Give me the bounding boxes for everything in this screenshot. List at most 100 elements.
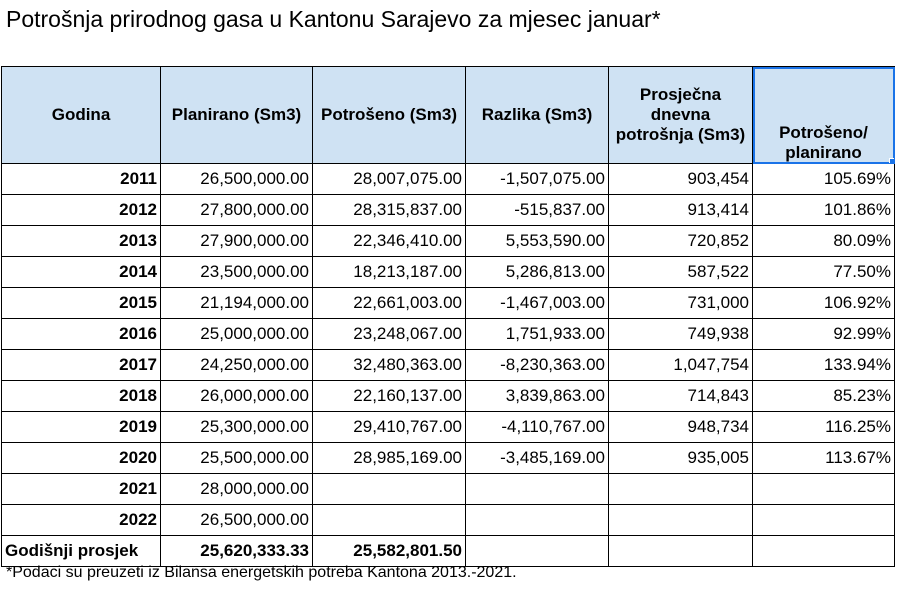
cell-ratio[interactable]: 80.09% (752, 225, 895, 257)
cell-consumed[interactable]: 22,160,137.00 (312, 380, 466, 412)
cell-difference[interactable]: 5,286,813.00 (465, 256, 609, 288)
table-body: 2011 26,500,000.00 28,007,075.00 -1,507,075… (1, 163, 895, 536)
cell-ratio[interactable]: 85.23% (752, 380, 895, 412)
cell-difference[interactable] (465, 473, 609, 505)
cell-consumed[interactable]: 28,007,075.00 (312, 163, 466, 195)
cell-consumed[interactable]: 22,661,003.00 (312, 287, 466, 319)
cell-planned[interactable]: 25,300,000.00 (160, 411, 313, 443)
cell-planned[interactable]: 28,000,000.00 (160, 473, 313, 505)
cell-consumed[interactable]: 28,315,837.00 (312, 194, 466, 226)
table-row: 2017 24,250,000.00 32,480,363.00 -8,230,363… (1, 349, 895, 381)
cell-daily-average[interactable]: 731,000 (608, 287, 753, 319)
table-row: 2019 25,300,000.00 29,410,767.00 -4,110,767… (1, 411, 895, 443)
cell-consumed[interactable] (312, 473, 466, 505)
cell-planned[interactable]: 26,500,000.00 (160, 163, 313, 195)
average-label[interactable]: Godišnji prosjek (1, 535, 161, 567)
cell-consumed[interactable]: 29,410,767.00 (312, 411, 466, 443)
cell-year[interactable]: 2015 (1, 287, 161, 319)
cell-difference[interactable] (465, 504, 609, 536)
footnote: *Podaci su preuzeti iz Bilansa energetsk… (6, 564, 517, 581)
average-ratio-cell[interactable] (752, 535, 895, 567)
header-difference[interactable]: Razlika (Sm3) (465, 66, 609, 164)
header-ratio[interactable]: Potrošeno/ planirano (752, 66, 895, 164)
average-difference-cell[interactable] (465, 535, 609, 567)
table-row: 2011 26,500,000.00 28,007,075.00 -1,507,075… (1, 163, 895, 195)
cell-daily-average[interactable]: 1,047,754 (608, 349, 753, 381)
average-daily-cell[interactable] (608, 535, 753, 567)
cell-planned[interactable]: 26,500,000.00 (160, 504, 313, 536)
cell-difference[interactable]: 5,553,590.00 (465, 225, 609, 257)
cell-daily-average[interactable]: 903,454 (608, 163, 753, 195)
cell-year[interactable]: 2014 (1, 256, 161, 288)
cell-ratio[interactable]: 105.69% (752, 163, 895, 195)
cell-ratio[interactable]: 92.99% (752, 318, 895, 350)
cell-year[interactable]: 2018 (1, 380, 161, 412)
cell-ratio[interactable]: 101.86% (752, 194, 895, 226)
cell-consumed[interactable]: 23,248,067.00 (312, 318, 466, 350)
header-planned[interactable]: Planirano (Sm3) (160, 66, 313, 164)
cell-planned[interactable]: 21,194,000.00 (160, 287, 313, 319)
cell-difference[interactable]: -515,837.00 (465, 194, 609, 226)
table-row: 2015 21,194,000.00 22,661,003.00 -1,467,003… (1, 287, 895, 319)
fill-handle[interactable] (889, 158, 894, 163)
average-consumed[interactable]: 25,582,801.50 (312, 535, 466, 567)
cell-ratio[interactable]: 77.50% (752, 256, 895, 288)
cell-consumed[interactable]: 22,346,410.00 (312, 225, 466, 257)
average-planned[interactable]: 25,620,333.33 (160, 535, 313, 567)
cell-year[interactable]: 2012 (1, 194, 161, 226)
cell-difference[interactable]: -3,485,169.00 (465, 442, 609, 474)
cell-ratio[interactable] (752, 504, 895, 536)
cell-daily-average[interactable]: 948,734 (608, 411, 753, 443)
header-daily-average[interactable]: Prosječna dnevna potrošnja (Sm3) (608, 66, 753, 164)
cell-daily-average[interactable] (608, 504, 753, 536)
cell-daily-average[interactable]: 913,414 (608, 194, 753, 226)
table-row: 2022 26,500,000.00 (1, 504, 895, 536)
cell-daily-average[interactable] (608, 473, 753, 505)
cell-planned[interactable]: 26,000,000.00 (160, 380, 313, 412)
cell-consumed[interactable]: 32,480,363.00 (312, 349, 466, 381)
cell-planned[interactable]: 25,000,000.00 (160, 318, 313, 350)
cell-daily-average[interactable]: 935,005 (608, 442, 753, 474)
cell-daily-average[interactable]: 714,843 (608, 380, 753, 412)
cell-planned[interactable]: 23,500,000.00 (160, 256, 313, 288)
cell-difference[interactable]: -8,230,363.00 (465, 349, 609, 381)
cell-year[interactable]: 2022 (1, 504, 161, 536)
cell-year[interactable]: 2017 (1, 349, 161, 381)
header-year[interactable]: Godina (1, 66, 161, 164)
header-row: Godina Planirano (Sm3) Potrošeno (Sm3) R… (1, 66, 895, 164)
cell-consumed[interactable]: 28,985,169.00 (312, 442, 466, 474)
cell-year[interactable]: 2011 (1, 163, 161, 195)
cell-planned[interactable]: 27,900,000.00 (160, 225, 313, 257)
cell-consumed[interactable]: 18,213,187.00 (312, 256, 466, 288)
table-row: 2020 25,500,000.00 28,985,169.00 -3,485,169… (1, 442, 895, 474)
cell-daily-average[interactable]: 720,852 (608, 225, 753, 257)
cell-difference[interactable]: -1,507,075.00 (465, 163, 609, 195)
gas-consumption-table: Godina Planirano (Sm3) Potrošeno (Sm3) R… (1, 66, 895, 567)
cell-ratio[interactable]: 116.25% (752, 411, 895, 443)
cell-ratio[interactable]: 106.92% (752, 287, 895, 319)
cell-daily-average[interactable]: 749,938 (608, 318, 753, 350)
cell-difference[interactable]: -4,110,767.00 (465, 411, 609, 443)
cell-year[interactable]: 2013 (1, 225, 161, 257)
cell-planned[interactable]: 27,800,000.00 (160, 194, 313, 226)
cell-year[interactable]: 2020 (1, 442, 161, 474)
table-row: 2013 27,900,000.00 22,346,410.00 5,553,590.… (1, 225, 895, 257)
cell-daily-average[interactable]: 587,522 (608, 256, 753, 288)
average-row: Godišnji prosjek 25,620,333.33 25,582,80… (1, 535, 895, 567)
table-row: 2014 23,500,000.00 18,213,187.00 5,286,813.… (1, 256, 895, 288)
cell-ratio[interactable] (752, 473, 895, 505)
cell-ratio[interactable]: 113.67% (752, 442, 895, 474)
cell-difference[interactable]: 3,839,863.00 (465, 380, 609, 412)
cell-year[interactable]: 2021 (1, 473, 161, 505)
cell-year[interactable]: 2016 (1, 318, 161, 350)
cell-difference[interactable]: 1,751,933.00 (465, 318, 609, 350)
cell-consumed[interactable] (312, 504, 466, 536)
cell-ratio[interactable]: 133.94% (752, 349, 895, 381)
table-row: 2021 28,000,000.00 (1, 473, 895, 505)
header-consumed[interactable]: Potrošeno (Sm3) (312, 66, 466, 164)
cell-difference[interactable]: -1,467,003.00 (465, 287, 609, 319)
cell-year[interactable]: 2019 (1, 411, 161, 443)
cell-planned[interactable]: 24,250,000.00 (160, 349, 313, 381)
page-title: Potrošnja prirodnog gasa u Kantonu Saraj… (6, 6, 661, 32)
cell-planned[interactable]: 25,500,000.00 (160, 442, 313, 474)
